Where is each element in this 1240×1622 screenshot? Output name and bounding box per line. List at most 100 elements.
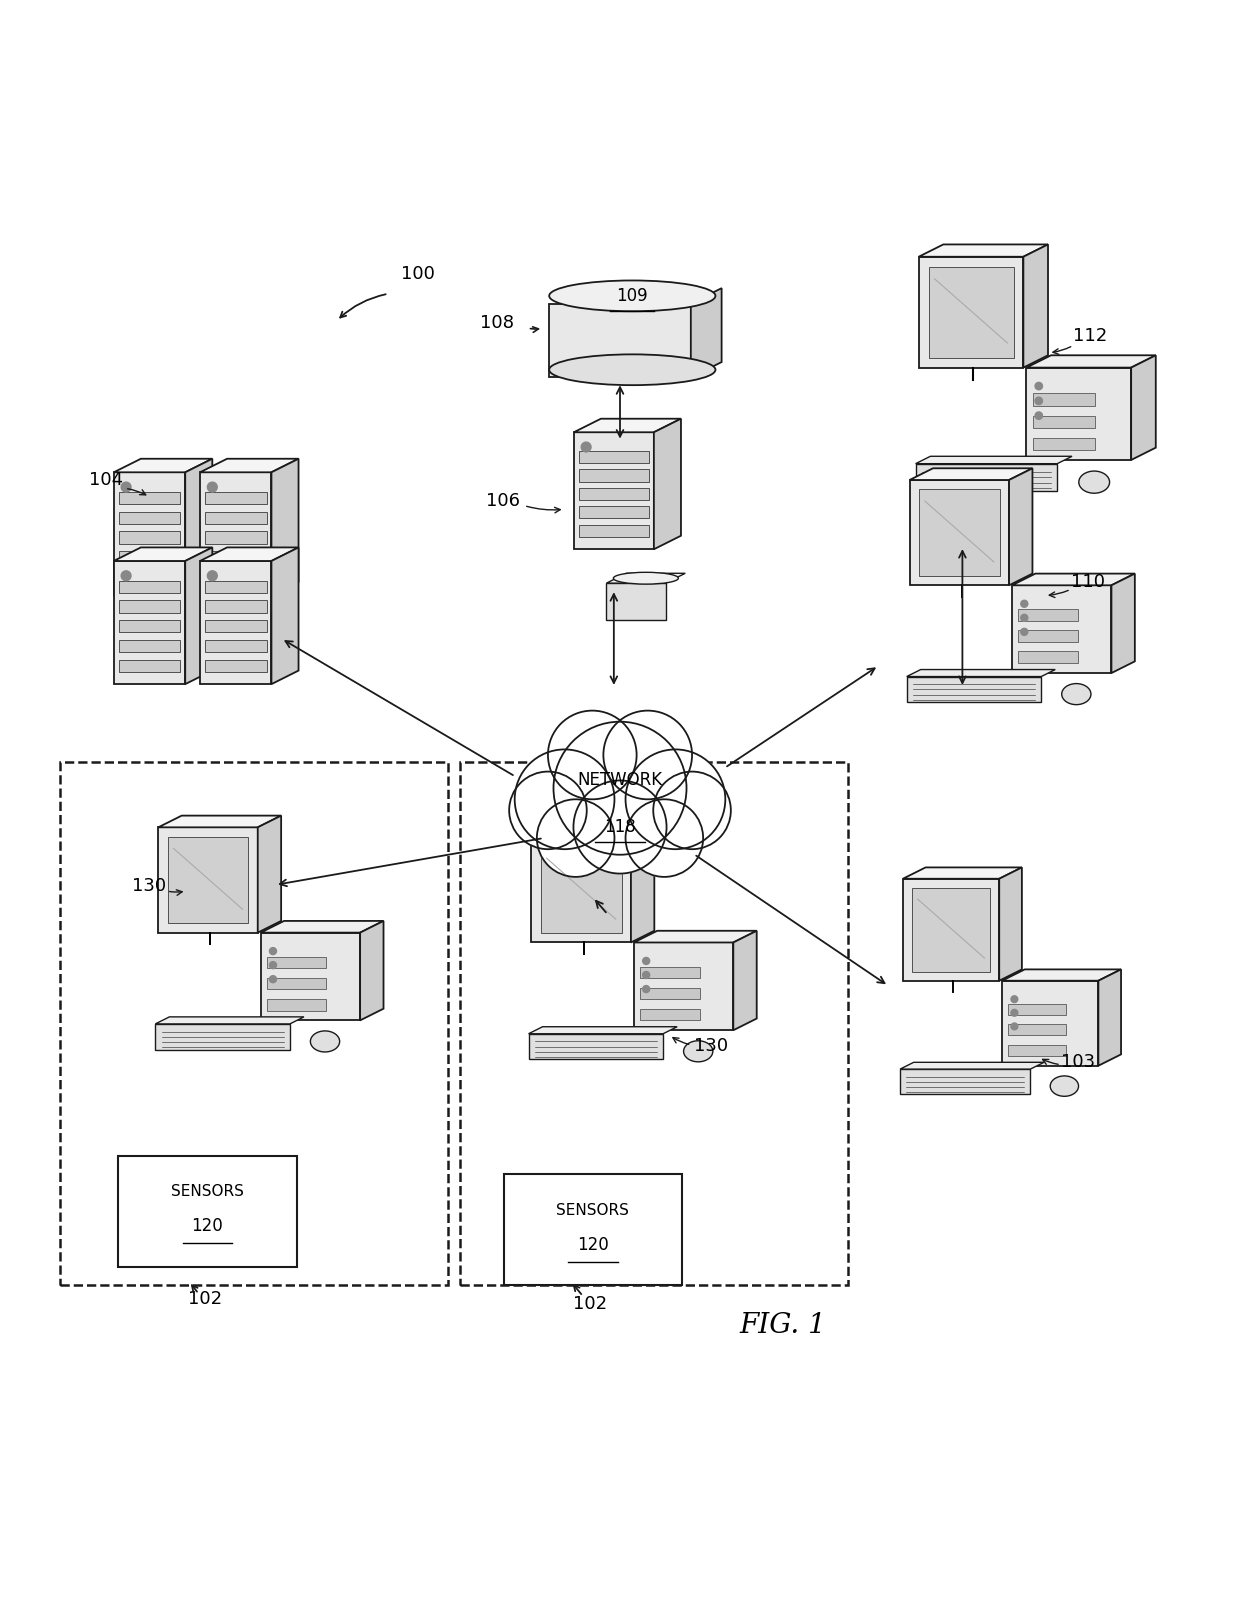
Polygon shape bbox=[114, 472, 185, 595]
Bar bbox=[267, 999, 326, 1011]
Text: 100: 100 bbox=[401, 264, 435, 282]
Circle shape bbox=[269, 962, 277, 968]
Circle shape bbox=[1035, 412, 1043, 420]
Ellipse shape bbox=[1061, 683, 1091, 704]
Bar bbox=[1018, 652, 1078, 663]
Polygon shape bbox=[200, 459, 299, 472]
Ellipse shape bbox=[683, 1041, 713, 1062]
Bar bbox=[911, 887, 991, 972]
Circle shape bbox=[1021, 615, 1028, 621]
Bar bbox=[205, 571, 267, 584]
Bar bbox=[205, 532, 267, 543]
Circle shape bbox=[122, 482, 131, 491]
Polygon shape bbox=[114, 459, 212, 472]
Ellipse shape bbox=[310, 1032, 340, 1053]
Ellipse shape bbox=[549, 354, 715, 384]
Polygon shape bbox=[906, 670, 1055, 676]
Circle shape bbox=[122, 571, 131, 581]
Text: 110: 110 bbox=[1071, 573, 1105, 590]
Polygon shape bbox=[1027, 368, 1131, 461]
Polygon shape bbox=[360, 921, 383, 1020]
Polygon shape bbox=[919, 245, 1048, 256]
Polygon shape bbox=[733, 931, 756, 1030]
Circle shape bbox=[1035, 383, 1043, 389]
Text: 130: 130 bbox=[133, 878, 166, 895]
Bar bbox=[1008, 1023, 1066, 1035]
Circle shape bbox=[207, 571, 217, 581]
Polygon shape bbox=[532, 826, 655, 837]
Polygon shape bbox=[260, 933, 360, 1020]
Polygon shape bbox=[1002, 970, 1121, 981]
Circle shape bbox=[553, 722, 687, 855]
Polygon shape bbox=[528, 1033, 663, 1059]
Polygon shape bbox=[258, 816, 281, 933]
Polygon shape bbox=[155, 1023, 290, 1049]
Bar bbox=[1008, 1004, 1066, 1015]
Bar bbox=[919, 490, 999, 576]
Circle shape bbox=[582, 443, 591, 453]
Circle shape bbox=[1021, 600, 1028, 607]
Polygon shape bbox=[915, 464, 1058, 491]
Text: SENSORS: SENSORS bbox=[557, 1202, 630, 1218]
Bar bbox=[541, 847, 621, 933]
Circle shape bbox=[537, 800, 615, 878]
Polygon shape bbox=[1131, 355, 1156, 461]
Text: 120: 120 bbox=[191, 1216, 223, 1234]
Bar bbox=[119, 551, 180, 563]
Polygon shape bbox=[999, 868, 1022, 981]
Polygon shape bbox=[574, 418, 681, 431]
Polygon shape bbox=[200, 472, 272, 595]
Polygon shape bbox=[606, 584, 666, 620]
Text: 102: 102 bbox=[188, 1289, 222, 1307]
Bar bbox=[579, 451, 649, 462]
Bar bbox=[119, 639, 180, 652]
Text: 104: 104 bbox=[89, 470, 124, 488]
Text: 109: 109 bbox=[616, 287, 649, 305]
Bar bbox=[640, 1009, 699, 1020]
Polygon shape bbox=[532, 837, 631, 942]
Bar bbox=[1033, 415, 1095, 428]
Circle shape bbox=[515, 749, 615, 850]
Polygon shape bbox=[272, 547, 299, 684]
Polygon shape bbox=[919, 256, 1023, 368]
Bar bbox=[205, 660, 267, 672]
Bar bbox=[205, 551, 267, 563]
Bar bbox=[1018, 610, 1078, 621]
FancyBboxPatch shape bbox=[118, 1156, 296, 1267]
Text: 108: 108 bbox=[480, 315, 513, 333]
Bar bbox=[119, 511, 180, 524]
Bar bbox=[579, 506, 649, 519]
Polygon shape bbox=[272, 459, 299, 595]
Polygon shape bbox=[900, 1062, 1044, 1069]
Polygon shape bbox=[910, 469, 1033, 480]
Bar bbox=[205, 511, 267, 524]
Circle shape bbox=[548, 710, 636, 800]
Bar bbox=[640, 988, 699, 999]
Polygon shape bbox=[634, 942, 733, 1030]
Polygon shape bbox=[200, 561, 272, 684]
Polygon shape bbox=[1111, 574, 1135, 673]
Polygon shape bbox=[528, 1027, 677, 1033]
Polygon shape bbox=[653, 418, 681, 550]
Bar bbox=[1033, 438, 1095, 451]
Circle shape bbox=[269, 976, 277, 983]
Bar bbox=[119, 581, 180, 594]
Ellipse shape bbox=[1050, 1075, 1079, 1096]
Ellipse shape bbox=[549, 281, 715, 311]
Polygon shape bbox=[185, 459, 212, 595]
Polygon shape bbox=[200, 547, 299, 561]
Circle shape bbox=[604, 710, 692, 800]
Polygon shape bbox=[634, 931, 756, 942]
Text: 103: 103 bbox=[1061, 1053, 1095, 1071]
Bar bbox=[119, 600, 180, 613]
Bar bbox=[205, 491, 267, 504]
Polygon shape bbox=[1023, 245, 1048, 368]
Bar bbox=[929, 266, 1013, 358]
Bar bbox=[1018, 631, 1078, 642]
Polygon shape bbox=[1012, 586, 1111, 673]
FancyBboxPatch shape bbox=[503, 1174, 682, 1285]
Text: NETWORK: NETWORK bbox=[578, 770, 662, 790]
Polygon shape bbox=[915, 456, 1073, 464]
Circle shape bbox=[1011, 1009, 1018, 1017]
Bar bbox=[267, 957, 326, 968]
